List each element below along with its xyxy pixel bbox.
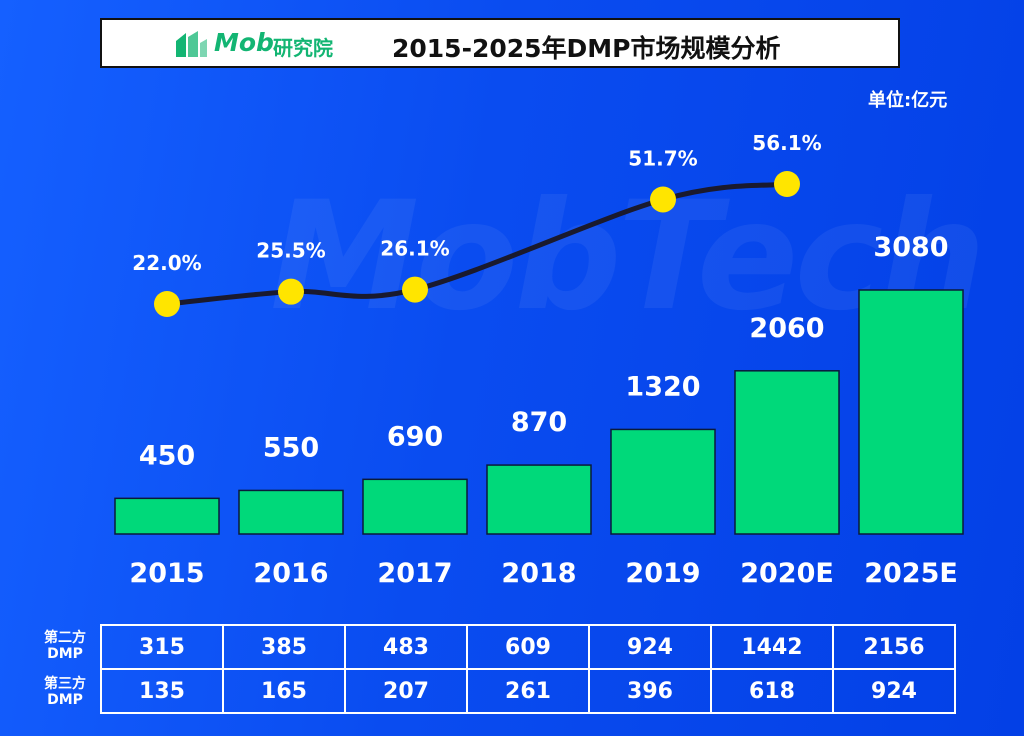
mob-logo-icon xyxy=(176,31,207,57)
table-cell: 261 xyxy=(466,668,590,714)
share-point xyxy=(278,278,304,305)
table-cell: 924 xyxy=(588,624,712,670)
table-cell: 385 xyxy=(222,624,346,670)
table-cell: 135 xyxy=(100,668,224,714)
table-cell: 2156 xyxy=(832,624,956,670)
share-point-label: 22.0% xyxy=(132,251,201,275)
table-cell: 315 xyxy=(100,624,224,670)
table-cell: 1442 xyxy=(710,624,834,670)
data-table: 315 385 483 609 924 1442 2156 135 165 20… xyxy=(100,624,956,714)
x-tick-label: 2025E xyxy=(864,558,958,589)
table-row-label-third-party: 第三方 DMP xyxy=(44,676,86,708)
share-line xyxy=(166,181,788,307)
share-point xyxy=(774,171,800,197)
table-cell: 618 xyxy=(710,668,834,714)
bar-value-label: 450 xyxy=(139,440,195,471)
table-cell: 165 xyxy=(222,668,346,714)
bar-value-label: 870 xyxy=(511,407,567,438)
bar xyxy=(238,489,344,535)
chart: 450 2015 550 2016 690 2017 870 2018 1320 2019 2060… xyxy=(114,131,964,589)
table-row-label-second-party: 第二方 DMP xyxy=(44,630,86,662)
table-row: 135 165 207 261 396 618 924 xyxy=(100,668,956,714)
share-point-label: 25.5% xyxy=(256,239,325,263)
title-box: Mob 研究院 2015-2025年DMP市场规模分析 xyxy=(100,18,900,68)
share-point-label: 56.1% xyxy=(752,131,821,155)
share-point xyxy=(650,186,676,213)
share-point-label: 26.1% xyxy=(380,237,449,261)
share-point-label: 51.7% xyxy=(628,146,697,170)
x-tick-label: 2015 xyxy=(129,558,204,589)
table-cell: 396 xyxy=(588,668,712,714)
bar-value-label: 3080 xyxy=(873,232,948,263)
bar xyxy=(734,370,840,535)
x-tick-label: 2017 xyxy=(377,558,452,589)
logo-text: Mob xyxy=(214,28,274,57)
bar xyxy=(610,428,716,535)
table-cell: 924 xyxy=(832,668,956,714)
share-point xyxy=(402,276,428,303)
share-point xyxy=(154,291,180,317)
logo-subtitle: 研究院 xyxy=(273,36,333,60)
x-tick-label: 2018 xyxy=(501,558,576,589)
x-tick-label: 2016 xyxy=(253,558,328,589)
bar-value-label: 550 xyxy=(263,432,319,463)
page-title: 2015-2025年DMP市场规模分析 xyxy=(392,34,781,63)
bar-value-label: 690 xyxy=(387,421,443,452)
x-tick-label: 2019 xyxy=(625,558,700,589)
bar-value-label: 1320 xyxy=(625,371,700,402)
table-row: 315 385 483 609 924 1442 2156 xyxy=(100,624,956,670)
x-tick-label: 2020E xyxy=(740,558,834,589)
bar xyxy=(486,464,592,535)
bar-value-label: 2060 xyxy=(749,313,824,344)
bar xyxy=(114,497,220,535)
table-cell: 609 xyxy=(466,624,590,670)
bar xyxy=(362,478,468,535)
unit-label: 单位:亿元 xyxy=(868,90,948,111)
table-cell: 483 xyxy=(344,624,468,670)
bar xyxy=(858,289,964,535)
table-cell: 207 xyxy=(344,668,468,714)
